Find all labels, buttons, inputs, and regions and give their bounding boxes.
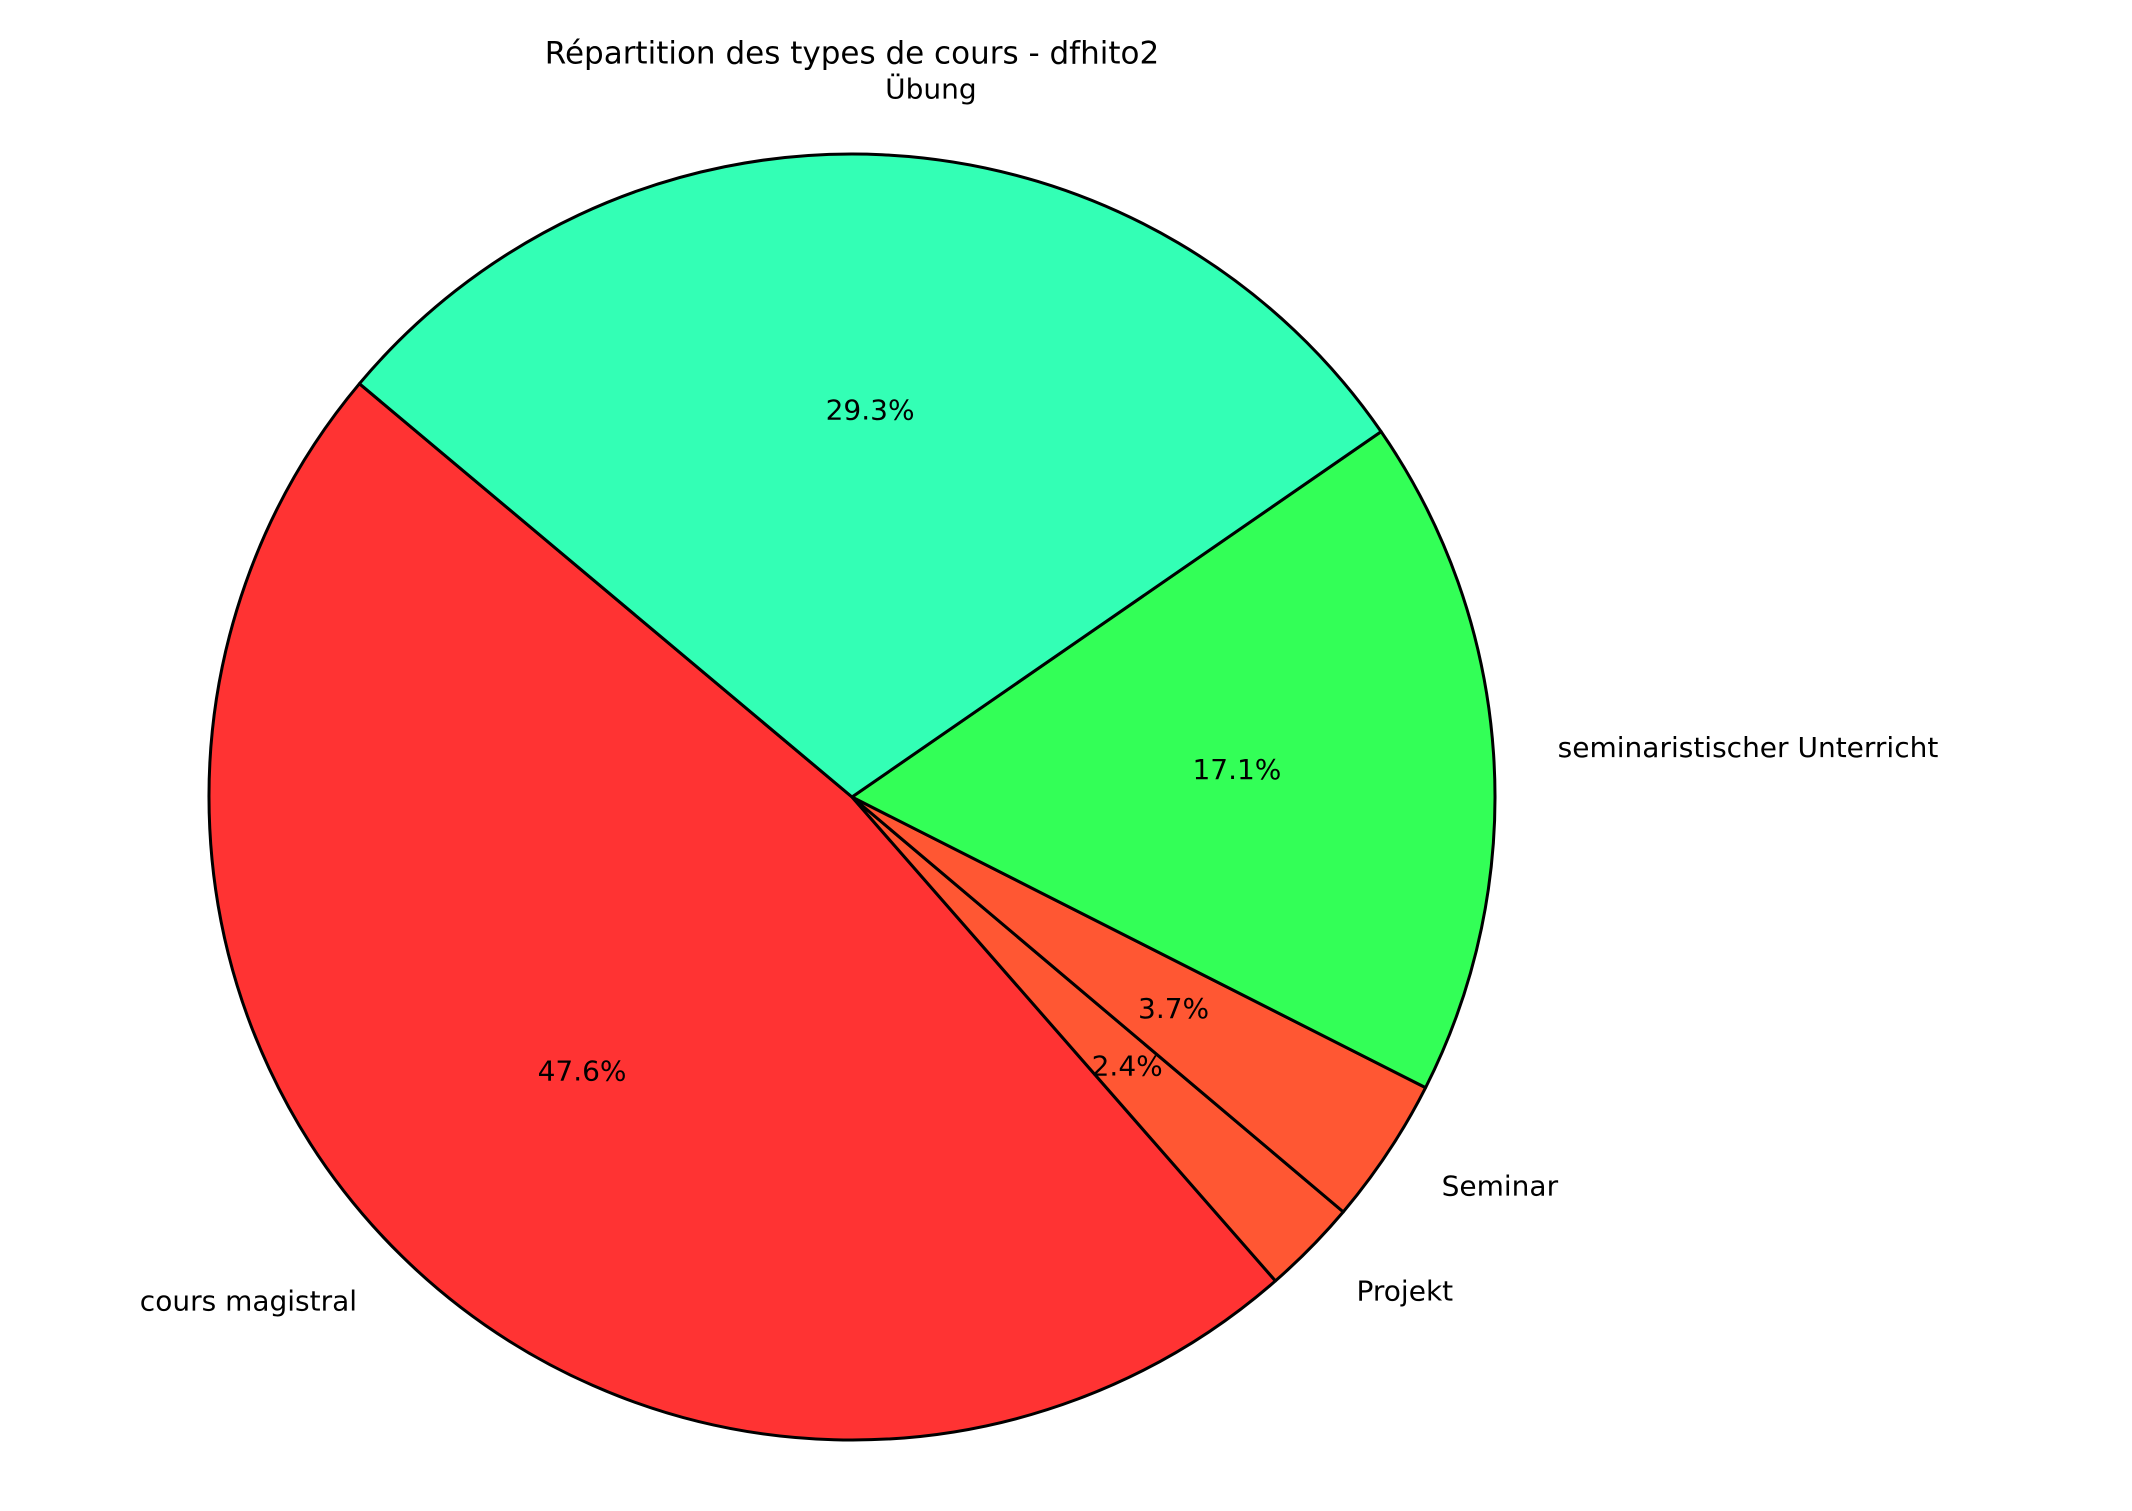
pie-slice bbox=[357, 152, 1383, 799]
slice-percent: 3.7% bbox=[1138, 992, 1209, 1025]
slice-label: cours magistral bbox=[140, 1284, 357, 1317]
pie-slice bbox=[850, 430, 1497, 1090]
pie-slice bbox=[207, 382, 1277, 1442]
slice-percent: 29.3% bbox=[826, 394, 915, 427]
slice-percent: 2.4% bbox=[1092, 1049, 1163, 1082]
slice-label: seminaristischer Unterricht bbox=[1558, 731, 1939, 764]
slice-label: Übung bbox=[885, 71, 977, 105]
chart-title: Répartition des types de cours - dfhito2 bbox=[545, 36, 1159, 72]
slice-label: Seminar bbox=[1442, 1170, 1559, 1203]
slice-percent: 17.1% bbox=[1192, 753, 1281, 786]
slice-label: Projekt bbox=[1357, 1275, 1454, 1308]
slice-percent: 47.6% bbox=[538, 1055, 627, 1088]
